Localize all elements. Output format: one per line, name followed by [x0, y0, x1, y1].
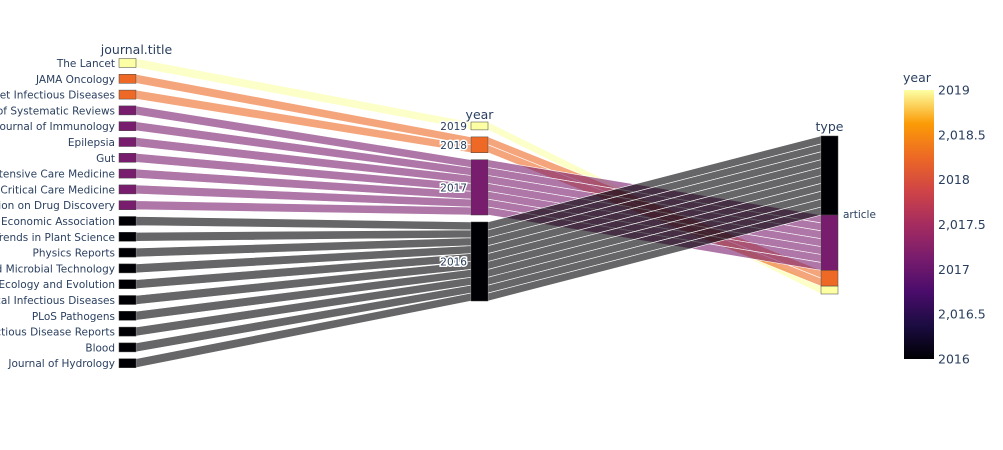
bar-type-article-2019: [820, 285, 839, 295]
bar-journal-infectious-disease-reports: [118, 326, 137, 337]
label-journal-journal-of-hydrology: Journal of Hydrology: [7, 358, 115, 370]
label-journal-physics-reports: Physics Reports: [33, 248, 115, 260]
label-journal-gut: Gut: [96, 153, 115, 165]
colorbar-tick-2-016-5: 2,016.5: [938, 307, 986, 322]
bar-type-article-2017: [820, 214, 839, 271]
bar-journal-gut: [118, 153, 137, 163]
label-journal-infectious-disease-reports: Infectious Disease Reports: [0, 327, 115, 339]
bar-journal-ecology-and-evolution: [118, 279, 137, 289]
bar-journal-journal-of-the-american-economic-association: [118, 216, 137, 226]
colorbar-tick-2-017-5: 2,017.5: [938, 217, 986, 232]
dimension-title-type: type: [816, 119, 844, 134]
label-journal-trends-in-plant-science: Trends in Plant Science: [0, 232, 115, 244]
label-journal-epilepsia: Epilepsia: [68, 137, 115, 149]
colorbar-tick-2019: 2019: [938, 83, 970, 98]
bar-year-2018: [470, 136, 489, 153]
label-year-2016: 2016: [440, 257, 467, 269]
bar-journal-cochrane-database-of-systematic-reviews: [118, 105, 137, 116]
label-journal-journal-of-the-american-economic-association: Journal of the American Economic Associa…: [0, 216, 115, 228]
label-journal-critical-care-medicine: Critical Care Medicine: [0, 184, 115, 196]
label-journal-clinical-infectious-diseases: Clinical Infectious Diseases: [0, 295, 115, 307]
label-journal-the-lancet-infectious-diseases: The Lancet Infectious Diseases: [0, 90, 115, 102]
bar-year-2019: [470, 121, 489, 131]
colorbar: year 2019 2,018.5 2018 2,017.5 2017 2,016.5 201…: [903, 70, 986, 367]
bar-journal-the-journal-of-immunology: [118, 121, 137, 131]
bar-journal-applied-microbial-technology: [118, 263, 137, 274]
label-journal-intensive-care-medicine: Intensive Care Medicine: [0, 169, 115, 181]
bar-journal-expert-opinion-on-drug-discovery: [118, 200, 137, 210]
label-journal-expert-opinion-on-drug-discovery: Expert Opinion on Drug Discovery: [0, 200, 115, 212]
bar-year-2017: [470, 159, 489, 216]
bar-journal-the-lancet: [118, 58, 137, 68]
dimension-title-year: year: [466, 107, 495, 122]
colorbar-title: year: [903, 70, 932, 85]
bar-journal-blood: [118, 342, 137, 353]
bar-journal-plos-pathogens: [118, 311, 137, 321]
label-journal-cochrane-database-of-systematic-reviews: Cochrane Database of Systematic Reviews: [0, 105, 115, 117]
bar-journal-clinical-infectious-diseases: [118, 295, 137, 305]
label-journal-blood: Blood: [85, 342, 115, 354]
bar-journal-jama-oncology: [118, 74, 137, 84]
dimension-title-journal-title: journal.title: [100, 42, 173, 57]
label-journal-the-journal-of-immunology: The Journal of Immunology: [0, 121, 115, 133]
labels-layer: The Lancet JAMA Oncology The Lancet Infect…: [0, 42, 876, 370]
bar-type-article-2016: [820, 135, 839, 216]
bar-journal-critical-care-medicine: [118, 184, 137, 195]
bar-journal-epilepsia: [118, 137, 137, 147]
label-journal-the-lancet: The Lancet: [56, 58, 115, 70]
colorbar-tick-2018: 2018: [938, 172, 970, 187]
bar-journal-intensive-care-medicine: [118, 168, 137, 179]
bar-journal-the-lancet-infectious-diseases: [118, 89, 137, 100]
label-journal-jama-oncology: JAMA Oncology: [35, 74, 115, 86]
bar-journal-trends-in-plant-science: [118, 232, 137, 242]
label-type-article: article: [843, 209, 876, 221]
label-year-2018: 2018: [440, 140, 467, 152]
colorbar-tick-2016: 2016: [938, 352, 970, 367]
label-year-2019: 2019: [440, 121, 467, 133]
bar-type-article-2018: [820, 270, 839, 287]
colorbar-tick-2017: 2017: [938, 262, 970, 277]
bar-year-2016: [470, 221, 489, 302]
label-year-2017: 2017: [440, 182, 467, 194]
bar-journal-journal-of-hydrology: [118, 358, 137, 368]
colorbar-tick-2-018-5: 2,018.5: [938, 127, 986, 142]
label-journal-ecology-and-evolution: Ecology and Evolution: [0, 279, 115, 291]
colorbar-gradient: [904, 90, 934, 359]
label-journal-applied-microbial-technology: Applied Microbial Technology: [0, 263, 115, 275]
label-journal-plos-pathogens: PLoS Pathogens: [32, 311, 115, 323]
category-bars-layer: [118, 58, 839, 368]
bar-journal-physics-reports: [118, 247, 137, 258]
